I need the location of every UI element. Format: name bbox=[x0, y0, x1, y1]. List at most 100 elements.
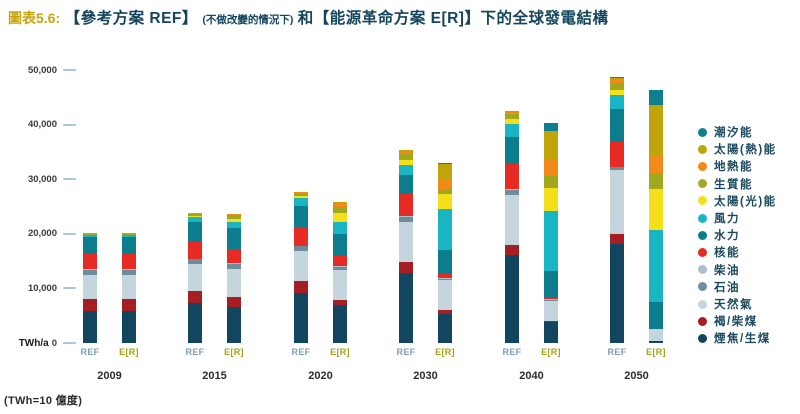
legend-item-nuclear: 核能 bbox=[698, 244, 740, 260]
bar-segment-oil bbox=[544, 299, 558, 301]
legend-label-ocean: 潮汐能 bbox=[714, 127, 753, 139]
y-axis-tick-0: TWh/a 0 bbox=[0, 337, 76, 349]
scenario-label-2020-er: E[R] bbox=[330, 347, 350, 357]
bar-segment-hydro bbox=[610, 109, 624, 142]
bar-segment-hydro bbox=[294, 205, 308, 228]
legend-item-diesel: 柴油 bbox=[698, 262, 740, 278]
bar-2040-ref bbox=[505, 110, 519, 343]
bar-segment-oil bbox=[83, 269, 97, 276]
legend-item-solar-pv: 太陽(光)能 bbox=[698, 193, 777, 209]
bar-segment-natural-gas bbox=[399, 221, 413, 263]
bar-segment-diesel bbox=[188, 258, 202, 260]
bar-segment-lignite bbox=[122, 298, 136, 311]
bar-segment-solar-thermal bbox=[399, 149, 413, 152]
bar-2009-er bbox=[122, 233, 136, 343]
bar-segment-natural-gas bbox=[505, 194, 519, 246]
y-axis-tick-label: 50,000 bbox=[27, 64, 57, 76]
bar-segment-biomass bbox=[544, 176, 558, 189]
legend-label-nuclear: 核能 bbox=[714, 247, 740, 260]
legend-item-biomass: 生質能 bbox=[698, 176, 753, 192]
bar-segment-wind bbox=[438, 208, 452, 250]
legend-label-hydro: 水力 bbox=[714, 230, 740, 243]
bar-segment-diesel bbox=[122, 269, 136, 270]
bar-segment-diesel bbox=[83, 269, 97, 270]
unit-footnote: (TWh=10 億度) bbox=[4, 395, 83, 407]
y-axis-tick-20000: 20,000 bbox=[0, 228, 76, 240]
bar-2030-er bbox=[438, 163, 452, 343]
bar-segment-natural-gas bbox=[122, 275, 136, 299]
bar-segment-solar-pv bbox=[294, 195, 308, 198]
scenario-label-2050-ref: REF bbox=[607, 347, 627, 357]
bar-segment-hard-coal bbox=[188, 302, 202, 343]
bar-2009-ref bbox=[83, 233, 97, 343]
legend-item-hydro: 水力 bbox=[698, 227, 740, 243]
chart-title: 圖表5.6: 【參考方案 REF】 (不做改變的情況下) 和【能源革命方案 E[… bbox=[8, 6, 608, 28]
bar-segment-lignite bbox=[438, 310, 452, 315]
legend-item-solar-thermal: 太陽(熱)能 bbox=[698, 141, 777, 157]
bar-segment-geothermal bbox=[610, 79, 624, 83]
legend-swatch-lignite bbox=[698, 316, 707, 326]
bar-segment-geothermal bbox=[294, 192, 308, 193]
bar-segment-diesel bbox=[333, 266, 347, 267]
bar-2020-er bbox=[333, 201, 347, 343]
bar-segment-diesel bbox=[227, 263, 241, 265]
legend-swatch-geothermal bbox=[698, 161, 707, 171]
bar-2040-er bbox=[544, 123, 558, 343]
bar-segment-lignite bbox=[227, 296, 241, 307]
bar-segment-hard-coal bbox=[333, 305, 347, 343]
bar-segment-lignite bbox=[333, 300, 347, 306]
bar-segment-hydro bbox=[438, 249, 452, 274]
bar-segment-ocean bbox=[438, 163, 452, 164]
bar-segment-solar-pv bbox=[544, 188, 558, 211]
y-axis-tick-label: 20,000 bbox=[27, 228, 57, 240]
year-label-2020: 2020 bbox=[308, 370, 333, 382]
legend-swatch-solar-pv bbox=[698, 196, 707, 206]
y-axis-unit-label: TWh/a bbox=[18, 337, 49, 349]
scenario-label-2030-er: E[R] bbox=[435, 347, 455, 357]
bar-segment-geothermal bbox=[505, 112, 519, 115]
legend-item-wind: 風力 bbox=[698, 210, 740, 226]
bar-segment-geothermal bbox=[188, 212, 202, 214]
bar-segment-hard-coal bbox=[505, 255, 519, 343]
bar-segment-solar-pv bbox=[188, 215, 202, 218]
bar-segment-hard-coal bbox=[544, 322, 558, 343]
bar-segment-natural-gas bbox=[83, 275, 97, 299]
y-axis-tick-mark bbox=[63, 287, 76, 290]
bar-segment-hard-coal bbox=[610, 244, 624, 343]
bar-segment-biomass bbox=[438, 189, 452, 195]
legend-swatch-solar-thermal bbox=[698, 144, 707, 154]
scenario-label-2009-ref: REF bbox=[80, 347, 100, 357]
bar-segment-geothermal bbox=[333, 203, 347, 207]
bar-segment-ocean bbox=[544, 123, 558, 132]
bar-segment-nuclear bbox=[438, 273, 452, 279]
bar-segment-hydro bbox=[333, 234, 347, 257]
bar-segment-wind bbox=[294, 197, 308, 206]
bar-segment-natural-gas bbox=[649, 329, 663, 341]
bar-segment-nuclear bbox=[610, 141, 624, 167]
legend-swatch-natural-gas bbox=[698, 299, 707, 309]
scenario-label-2009-er: E[R] bbox=[119, 347, 139, 357]
y-axis-tick-label: 0 bbox=[51, 337, 57, 349]
bar-segment-diesel bbox=[294, 245, 308, 247]
bar-segment-biomass bbox=[227, 215, 241, 219]
bar-segment-natural-gas bbox=[438, 280, 452, 311]
legend-item-oil: 石油 bbox=[698, 279, 740, 295]
bar-segment-biomass bbox=[649, 174, 663, 190]
bar-segment-wind bbox=[83, 235, 97, 237]
bar-segment-nuclear bbox=[399, 193, 413, 216]
bar-segment-natural-gas bbox=[227, 268, 241, 297]
legend-swatch-hard-coal bbox=[698, 333, 707, 343]
year-label-2009: 2009 bbox=[97, 370, 122, 382]
bar-segment-wind bbox=[649, 230, 663, 303]
scenario-label-2020-ref: REF bbox=[291, 347, 311, 357]
legend-swatch-diesel bbox=[698, 265, 707, 275]
year-label-2030: 2030 bbox=[413, 370, 438, 382]
bar-segment-wind bbox=[544, 210, 558, 271]
legend-label-lignite: 褐/柴煤 bbox=[714, 316, 758, 329]
bar-segment-nuclear bbox=[227, 248, 241, 264]
bar-segment-solar-pv bbox=[438, 194, 452, 209]
scenario-label-2050-er: E[R] bbox=[646, 347, 666, 357]
legend-label-natural-gas: 天然氣 bbox=[714, 299, 753, 311]
bar-segment-solar-pv bbox=[649, 189, 663, 231]
